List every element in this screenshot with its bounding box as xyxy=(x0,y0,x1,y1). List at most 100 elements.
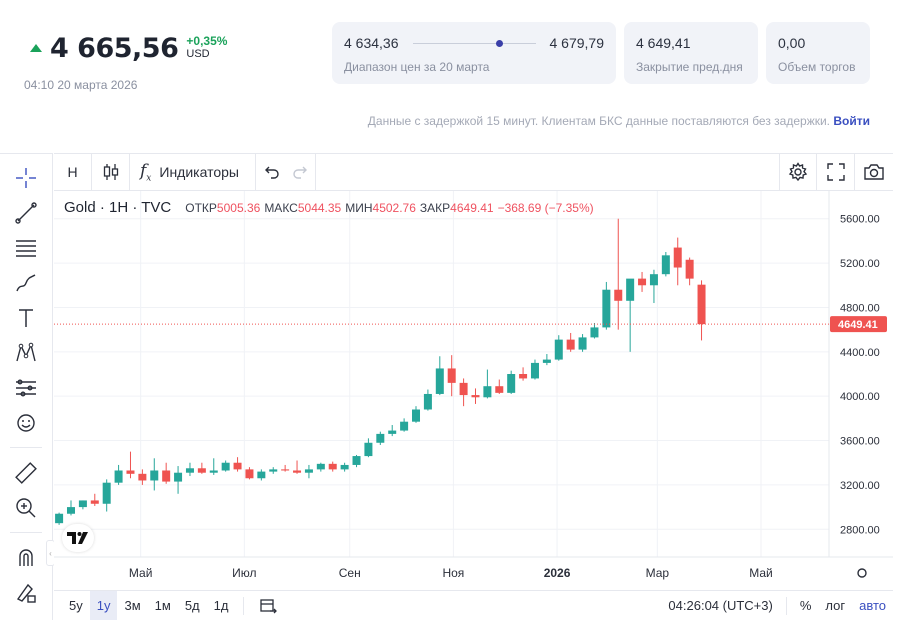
candle-body xyxy=(55,513,64,524)
price-chart[interactable]: 5600.00 5200.00 4800.00 4400.00 4000.00 3600.… xyxy=(54,191,893,590)
percent-scale-toggle[interactable]: % xyxy=(799,598,812,613)
change-value: −368.69 (−7.35%) xyxy=(497,201,594,215)
range-button-4[interactable]: 5д xyxy=(184,598,200,613)
candle-body xyxy=(578,337,587,350)
forecast-icon[interactable] xyxy=(12,374,40,402)
interval-button[interactable]: Н xyxy=(54,153,92,191)
open-label: ОТКР xyxy=(185,201,217,215)
axis-settings-icon xyxy=(857,568,867,578)
prev-close-value: 4 649,41 xyxy=(636,35,691,51)
y-tick-label: 3200.00 xyxy=(840,480,880,492)
range-button-1[interactable]: 1у xyxy=(89,590,118,620)
volume-label: Объем торгов xyxy=(778,60,856,74)
candle-body xyxy=(435,368,444,394)
x-tick-label: Июл xyxy=(232,566,256,580)
crosshair-icon[interactable] xyxy=(12,164,40,192)
compare-dates-button[interactable] xyxy=(252,591,284,620)
chart-type-button[interactable] xyxy=(92,153,130,191)
x-tick-label: 2026 xyxy=(544,566,571,580)
chart-legend: Gold · 1H · TVC ОТКР 5005.36 МАКС 5044.35 … xyxy=(64,199,598,216)
range-label: Диапазон цен за 20 марта xyxy=(344,60,490,74)
up-arrow-icon xyxy=(30,44,42,52)
redo-button[interactable] xyxy=(286,153,316,191)
candle-body xyxy=(626,278,635,301)
candle-body xyxy=(661,255,670,275)
zoom-in-icon[interactable] xyxy=(12,494,40,522)
range-button-5[interactable]: 1д xyxy=(213,598,229,613)
candle-body xyxy=(150,470,159,481)
indicators-button[interactable]: fx Индикаторы xyxy=(130,153,256,191)
candle-body xyxy=(221,462,230,471)
low-label: МИН xyxy=(345,201,373,215)
range-button-2[interactable]: 3м xyxy=(124,598,141,613)
undo-button[interactable] xyxy=(256,153,286,191)
candle-body xyxy=(269,469,278,472)
candle-body xyxy=(519,374,528,379)
candle-body xyxy=(566,339,575,350)
candles-icon xyxy=(103,164,118,180)
y-tick-label: 5600.00 xyxy=(840,214,880,226)
log-scale-toggle[interactable]: лог xyxy=(825,598,846,613)
candle-body xyxy=(530,362,539,379)
candle-body xyxy=(554,339,563,360)
close-value: 4649.41 xyxy=(450,201,494,215)
x-tick-label: Сен xyxy=(339,566,361,580)
fullscreen-button[interactable] xyxy=(817,153,855,191)
candle-body xyxy=(590,327,599,338)
magnet-icon[interactable] xyxy=(12,544,40,572)
candle-body xyxy=(447,368,456,383)
candle-body xyxy=(412,409,421,422)
drawing-toolbar xyxy=(0,153,53,620)
candle-body xyxy=(304,469,313,473)
y-tick-label: 3600.00 xyxy=(840,436,880,448)
fullscreen-icon xyxy=(826,163,845,181)
brush-icon[interactable] xyxy=(12,269,40,297)
candle-body xyxy=(174,472,183,482)
range-button-0[interactable]: 5у xyxy=(69,598,83,613)
prev-close-label: Закрытие пред.дня xyxy=(636,60,743,74)
day-range-card: 4 634,36 4 679,79 Диапазон цен за 20 мар… xyxy=(332,22,616,84)
y-tick-label: 4000.00 xyxy=(840,391,880,403)
range-marker xyxy=(496,39,504,47)
auto-scale-toggle[interactable]: авто xyxy=(859,598,886,613)
pattern-icon[interactable] xyxy=(12,339,40,367)
range-bar-bottom: 5у 1у 3м 1м 5д 1д 04:26:04 (UTC+3) % лог авто xyxy=(54,590,893,620)
tradingview-logo[interactable] xyxy=(62,524,94,552)
interval-label: Н xyxy=(67,164,78,180)
candle-body xyxy=(376,433,385,443)
x-tick-label: Май xyxy=(129,566,153,580)
lock-drawings-icon[interactable] xyxy=(12,579,40,607)
candle-body xyxy=(483,386,492,398)
emoji-icon[interactable] xyxy=(12,409,40,437)
candle-body xyxy=(162,470,171,482)
candle-body xyxy=(245,469,254,479)
chart-background xyxy=(54,191,893,590)
volume-card: 0,00 Объем торгов xyxy=(766,22,870,84)
text-tool-icon[interactable] xyxy=(12,304,40,332)
snapshot-button[interactable] xyxy=(855,153,893,191)
delay-disclaimer: Данные с задержкой 15 минут. Клиентам БК… xyxy=(368,114,870,128)
settings-button[interactable] xyxy=(779,153,817,191)
fib-lines-icon[interactable] xyxy=(12,234,40,262)
candle-body xyxy=(471,395,480,398)
trend-line-icon[interactable] xyxy=(12,199,40,227)
candle-body xyxy=(364,442,373,457)
x-tick-label: Ноя xyxy=(442,566,464,580)
candle-body xyxy=(542,359,551,363)
candle-body xyxy=(614,289,623,301)
last-price: 4 665,56 xyxy=(50,32,179,64)
x-tick-label: Мар xyxy=(646,566,670,580)
y-tick-label: 4400.00 xyxy=(840,347,880,359)
candle-body xyxy=(423,393,432,410)
last-price-tag xyxy=(830,316,887,333)
low-value: 4502.76 xyxy=(372,201,416,215)
y-tick-label: 5200.00 xyxy=(840,258,880,270)
ruler-icon[interactable] xyxy=(12,459,40,487)
login-link[interactable]: Войти xyxy=(833,114,870,128)
range-button-3[interactable]: 1м xyxy=(154,598,171,613)
candle-body xyxy=(138,473,147,481)
camera-icon xyxy=(864,164,884,180)
clock-time[interactable]: 04:26:04 (UTC+3) xyxy=(668,598,773,613)
undo-icon xyxy=(265,166,279,179)
y-tick-label: 4800.00 xyxy=(840,302,880,314)
